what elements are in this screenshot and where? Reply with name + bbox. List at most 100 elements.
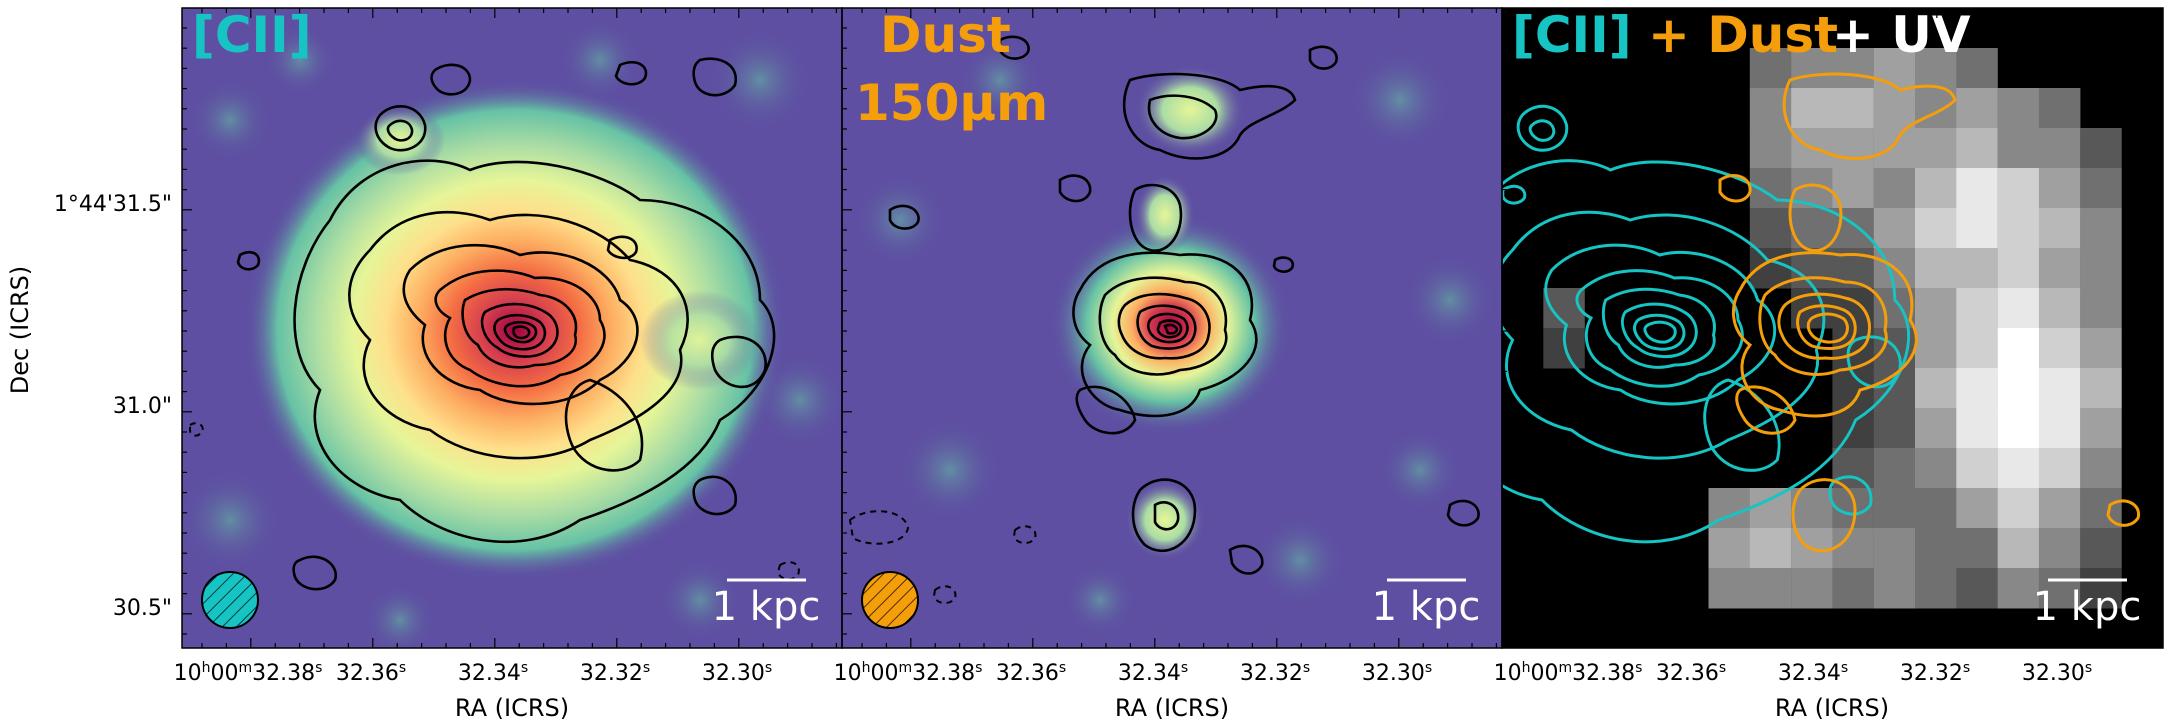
uv-pixel <box>1956 48 1998 89</box>
uv-pixel <box>2080 368 2122 409</box>
y-tick-label: 31.0" <box>113 394 172 419</box>
uv-pixel <box>1997 368 2040 409</box>
uv-pixel <box>1956 128 1998 169</box>
uv-pixel <box>1997 448 2040 489</box>
uv-pixel <box>1873 448 1916 489</box>
x-axis-panel-1: 10h00m32.38s 32.36s 32.34s 32.32s 32.30s… <box>174 660 773 722</box>
uv-pixel <box>2080 448 2122 489</box>
uv-pixel <box>2038 408 2081 449</box>
minor-ticks <box>182 8 2163 648</box>
uv-pixel <box>2080 328 2122 369</box>
uv-pixel <box>2038 488 2081 529</box>
x-axis-label: RA (ICRS) <box>455 694 569 722</box>
uv-pixel <box>1915 208 1957 249</box>
x-axis-panel-2: 10h00m32.38s 32.36s 32.34s 32.32s 32.30s… <box>834 660 1433 722</box>
uv-pixel <box>1873 88 1916 129</box>
uv-pixel <box>1956 328 1998 369</box>
x-tick-label: 32.30s <box>2022 660 2092 686</box>
uv-pixel <box>1915 88 1957 129</box>
uv-pixel <box>2080 288 2122 329</box>
uv-pixel <box>1956 528 1998 569</box>
combined-title-dust: + Dust <box>1648 6 1838 64</box>
uv-pixel <box>1915 128 1957 169</box>
dust-beam <box>861 571 919 629</box>
uv-pixel <box>1832 88 1874 129</box>
uv-pixel <box>1915 528 1957 569</box>
uv-pixel <box>1997 168 2040 209</box>
uv-pixel <box>1873 568 1916 609</box>
uv-pixel <box>1997 328 2040 369</box>
uv-pixel <box>1873 488 1916 529</box>
uv-pixel <box>1956 408 1998 449</box>
uv-pixel <box>1997 248 2040 289</box>
uv-pixel <box>2038 248 2081 289</box>
uv-pixel <box>1791 48 1833 89</box>
uv-pixel <box>1873 48 1916 89</box>
panel-frames <box>181 7 2164 649</box>
combined-title-uv: + UV <box>1832 6 1971 64</box>
uv-pixel <box>1956 168 1998 209</box>
uv-pixel <box>1956 288 1998 329</box>
uv-pixel <box>1997 408 2040 449</box>
uv-pixel <box>1915 48 1957 89</box>
x-tick-label: 10h00m32.38s <box>1494 660 1643 686</box>
x-tick-label: 32.34s <box>458 660 528 686</box>
uv-pixel <box>1832 128 1874 169</box>
x-tick-label: 32.34s <box>1118 660 1188 686</box>
cii-negative-contours <box>189 422 800 581</box>
uv-pixel <box>1915 168 1957 209</box>
x-axis-label: RA (ICRS) <box>1115 694 1229 722</box>
uv-pixel <box>2038 328 2081 369</box>
uv-pixel <box>1791 88 1833 129</box>
panel-combined: 1 kpc [CII] + Dust + UV <box>1502 6 2163 648</box>
uv-pixel <box>1749 568 1792 609</box>
cii-noise-texture <box>182 20 842 648</box>
cii-panel-title: [CII] <box>192 6 312 64</box>
uv-pixel <box>1997 88 2040 129</box>
uv-pixel <box>1749 488 1792 529</box>
uv-pixel <box>1956 208 1998 249</box>
x-tick-label: 32.30s <box>1362 660 1432 686</box>
uv-pixel <box>2038 568 2081 609</box>
uv-pixel <box>2038 208 2081 249</box>
uv-pixel <box>2038 528 2081 569</box>
cii-scale-bar-label: 1 kpc <box>712 584 821 630</box>
uv-pixel <box>1915 488 1957 529</box>
uv-pixel <box>2038 128 2081 169</box>
panel-dust: 1 kpc Dust 150μm <box>842 8 1502 648</box>
x-tick-label: 32.36s <box>1656 660 1726 686</box>
x-tick-label: 32.34s <box>1778 660 1848 686</box>
uv-pixel <box>1873 128 1916 169</box>
uv-pixel <box>1997 208 2040 249</box>
uv-pixel <box>2038 288 2081 329</box>
uv-pixel <box>1749 528 1792 569</box>
x-tick-label: 32.32s <box>580 660 650 686</box>
x-axis-panel-3: 10h00m32.38s 32.36s 32.34s 32.32s 32.30s… <box>1494 660 2093 722</box>
dust-scale-bar-label: 1 kpc <box>1372 584 1481 630</box>
uv-pixel <box>1915 568 1957 609</box>
uv-pixel <box>1791 568 1833 609</box>
uv-pixel <box>1708 568 1750 609</box>
uv-pixel <box>1956 248 1998 289</box>
x-tick-label: 32.32s <box>1900 660 1970 686</box>
combined-title-cii: [CII] <box>1512 6 1632 64</box>
uv-pixel <box>2080 168 2122 209</box>
uv-pixel <box>1915 368 1957 409</box>
uv-pixel <box>2038 88 2081 129</box>
x-axis-label: RA (ICRS) <box>1775 694 1889 722</box>
dust-noise-texture <box>855 40 1495 635</box>
uv-pixel <box>1873 168 1916 209</box>
cii-contours <box>236 57 776 591</box>
dust-negative-contours <box>848 510 1037 604</box>
dust-contours <box>888 35 1480 575</box>
combined-scale-bar-label: 1 kpc <box>2033 584 2142 630</box>
uv-pixel <box>1832 48 1874 89</box>
uv-pixel <box>1956 568 1998 609</box>
uv-pixel <box>1997 128 2040 169</box>
uv-pixel <box>1915 248 1957 289</box>
uv-pixel <box>1956 448 1998 489</box>
y-tick-label: 30.5" <box>113 596 172 621</box>
uv-pixel <box>1997 568 2040 609</box>
uv-pixel <box>2038 448 2081 489</box>
